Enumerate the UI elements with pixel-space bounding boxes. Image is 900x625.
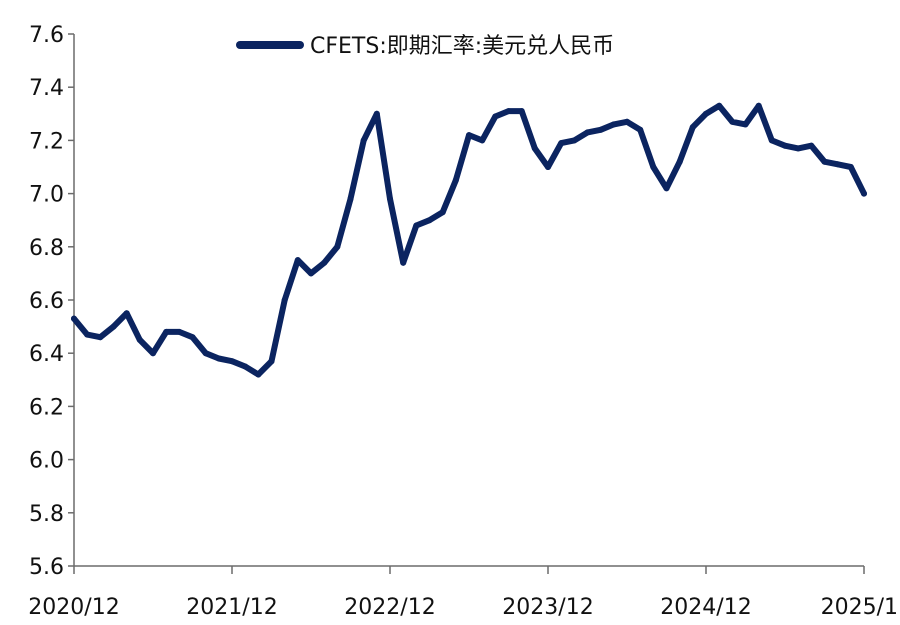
data-point [624,118,630,125]
x-tick-label: 2021/12 [186,595,277,620]
data-point [795,145,802,152]
data-point [71,315,77,322]
data-point [400,259,407,266]
series-line [71,102,867,378]
legend-label: CFETS:即期汇率:美元兑人民币 [310,34,614,59]
y-tick-label: 6.8 [29,236,64,261]
y-tick-label: 7.4 [29,76,64,101]
y-tick-label: 6.0 [29,449,64,474]
legend: CFETS:即期汇率:美元兑人民币 [236,34,614,59]
data-point [505,108,512,115]
data-point [637,126,644,133]
y-tick-label: 6.2 [29,395,64,420]
x-tick-label: 2022/12 [344,595,435,620]
data-point [703,110,709,117]
series-layer [71,102,867,378]
data-point [347,195,354,202]
data-point [334,243,341,250]
x-axis: 2020/12 2021/12 2022/12 2023/12 2024/12 2025/… [28,565,898,620]
data-point [294,257,301,264]
data-point [281,297,288,303]
data-point [452,177,459,184]
data-point [861,190,867,197]
data-point [360,137,367,144]
data-point [676,158,683,165]
data-point [387,195,393,202]
data-point [742,121,749,128]
data-point [571,137,578,144]
data-point [479,137,486,144]
data-point [650,164,657,170]
data-point [123,310,130,317]
y-tick-label: 6.6 [29,289,64,314]
data-point [268,358,275,365]
x-tick-label: 2020/12 [28,595,119,620]
data-point [242,363,249,370]
data-point [321,259,328,266]
data-point [426,217,433,224]
x-tick-label: 2025/1 [821,595,898,620]
data-point [413,222,420,229]
data-point [768,137,775,144]
data-point [255,371,262,378]
x-tick-label: 2023/12 [502,595,593,620]
data-point [716,102,723,109]
data-point [808,142,815,149]
data-point [163,328,170,335]
data-point [189,334,196,341]
data-point [136,336,143,343]
data-point [439,209,446,216]
data-point [202,350,209,357]
y-tick-label: 6.4 [29,342,64,367]
data-point [308,270,314,277]
data-point [110,323,117,330]
data-point [97,334,104,341]
y-tick-label: 7.0 [29,183,64,208]
data-point [215,355,222,362]
y-tick-label: 5.6 [29,555,64,580]
y-tick-label: 7.2 [29,129,64,154]
data-point [373,110,380,117]
y-axis: 5.6 5.8 6.0 6.2 6.4 6.6 6.8 7.0 7.2 7.4 7.6 [29,23,75,580]
data-point [492,113,499,120]
data-point [610,121,617,128]
x-tick-label: 2024/12 [660,595,751,620]
data-point [229,358,235,365]
data-point [84,331,91,338]
data-point [584,129,591,136]
data-point [755,102,762,109]
data-point [531,145,538,152]
data-point [558,140,565,147]
y-tick-label: 7.6 [29,23,64,48]
data-point [729,118,736,125]
data-point [518,108,525,115]
y-tick-label: 5.8 [29,502,64,527]
data-point [545,164,551,170]
data-point [663,185,670,192]
data-point [834,161,841,168]
data-point [150,350,156,357]
data-point [782,142,788,149]
data-point [597,126,604,133]
data-point [821,158,828,165]
data-point [689,124,696,131]
data-point [847,164,854,170]
data-point [466,132,472,139]
data-point [176,328,183,335]
